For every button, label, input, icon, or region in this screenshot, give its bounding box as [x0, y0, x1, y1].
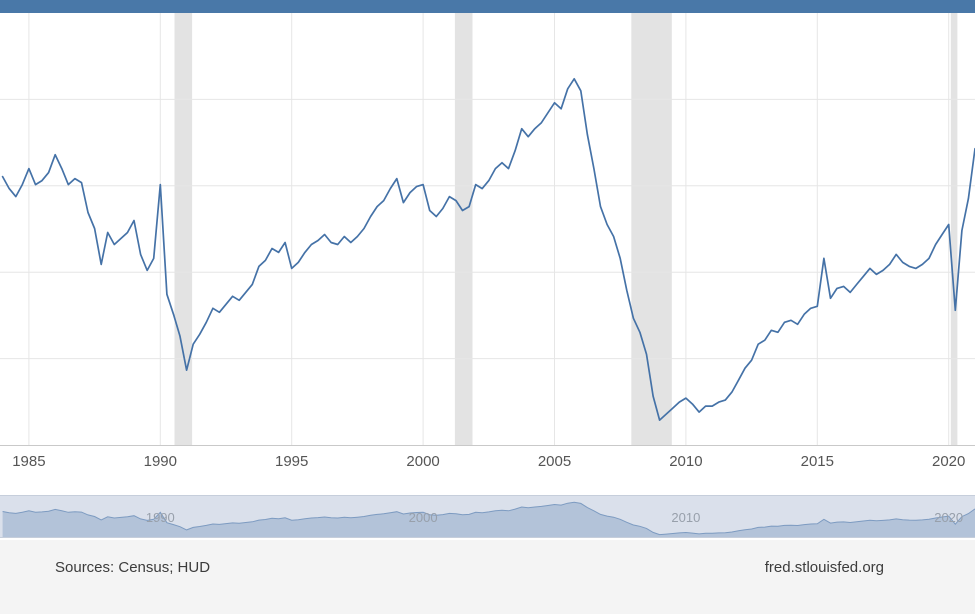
- brush-year-label: 2000: [408, 510, 438, 525]
- recession-band: [631, 13, 672, 445]
- recession-band: [174, 13, 193, 445]
- time-series-chart[interactable]: [0, 13, 975, 445]
- brush-area-fill: [2, 502, 975, 537]
- x-tick-label: 2015: [800, 453, 834, 470]
- brush-year-label: 2010: [671, 510, 701, 525]
- x-tick-label: 1995: [275, 453, 309, 470]
- fred-site-link[interactable]: fred.stlouisfed.org: [764, 559, 884, 576]
- x-tick-label: 1985: [12, 453, 46, 470]
- range-selector-brush[interactable]: 1990 2000 2010 2020: [0, 495, 975, 538]
- brush-area-line: [2, 501, 975, 536]
- chart-top-strip: [0, 0, 975, 13]
- x-tick-label: 2020: [932, 453, 966, 470]
- sources-note: Sources: Census; HUD: [55, 559, 211, 576]
- main-chart-plot-area[interactable]: [0, 13, 975, 446]
- x-tick-label: 1990: [143, 453, 177, 470]
- x-tick-label: 2000: [406, 453, 440, 470]
- x-tick-label: 2010: [669, 453, 703, 470]
- data-series-line: [1, 77, 975, 421]
- brush-year-label: 1990: [145, 510, 175, 525]
- x-tick-label: 2005: [537, 453, 572, 470]
- range-selector-mini-chart[interactable]: [0, 496, 975, 537]
- brush-year-label: 2020: [934, 510, 964, 525]
- chart-footer: Sources: Census; HUD fred.stlouisfed.org: [0, 540, 975, 614]
- recession-band: [950, 13, 958, 445]
- recession-band: [454, 13, 473, 445]
- x-axis: 1985 1990 1995 2000 2005 2010 2015 2020: [0, 446, 975, 495]
